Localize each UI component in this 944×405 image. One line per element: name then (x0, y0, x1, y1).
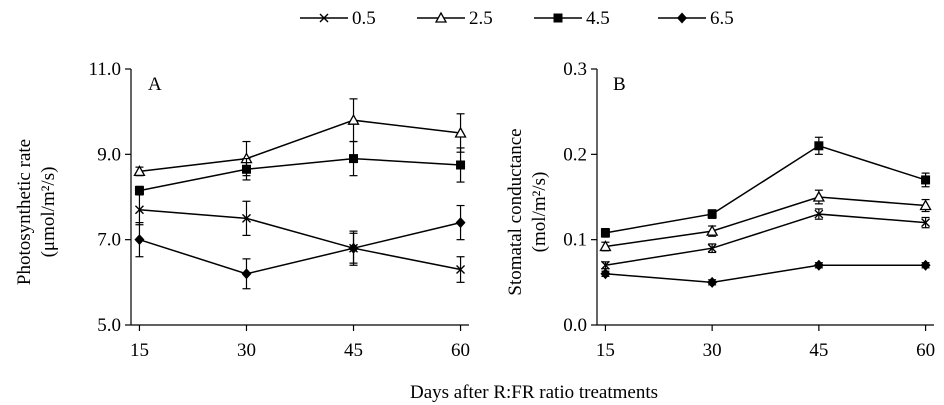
panel-b-series-0-5 (600, 208, 931, 270)
panel-b-series-line-4 (605, 264, 926, 284)
legend-item-2: 2.5 (417, 8, 493, 29)
panel-a-x-tick-label-3: 60 (451, 340, 470, 361)
panel-a-data-point (134, 186, 144, 196)
legend-label-2: 2.5 (469, 8, 493, 29)
panel-a-data-point (455, 217, 466, 229)
panel-b-label: B (613, 74, 626, 95)
panel-b-data-point (707, 276, 718, 288)
panel-b-x-tick-label-2: 45 (809, 340, 828, 361)
panel-a-series-0-5 (134, 194, 466, 283)
panel-b-x-tick-label-3: 60 (916, 340, 935, 361)
panel-a-ylabel: Photosynthetic rate (14, 139, 35, 285)
panel-a-ylabel-unit: (μmol/m²/s) (38, 167, 59, 258)
panel-a-data-point (349, 154, 359, 164)
panel-a-data-point (133, 165, 146, 177)
panel-b-data-point-stroke-b (600, 260, 610, 270)
panel-a-series-line-1 (139, 209, 461, 271)
panel-b-y-tick-label-1: 0.1 (563, 230, 587, 251)
legend-marker-2 (434, 11, 448, 23)
panel-a-data-point (348, 242, 359, 254)
panel-a-data-point (456, 265, 466, 275)
legend-item-4: 6.5 (658, 8, 734, 29)
panel-b-ylabel: Stomatal conductance (505, 128, 526, 295)
panel-a-data-point-stroke-b (456, 265, 466, 275)
panel-b-data-point (600, 260, 610, 270)
panel-b-y-tick-label-3: 0.3 (563, 59, 587, 80)
panel-b-series-6-5 (600, 259, 931, 288)
panel-a-data-point (134, 205, 144, 215)
legend-label-1: 0.5 (352, 8, 376, 29)
panel-a-x-tick-label-2: 45 (344, 340, 363, 361)
legend: 0.5 2.5 4.5 6.5 (300, 8, 734, 29)
panel-b-ylabel-unit: (mol/m²/s) (529, 172, 550, 253)
panel-b-data-point (599, 240, 612, 252)
panel-a-data-point (347, 113, 360, 125)
panel-b-data-point (600, 228, 610, 238)
panel-b-series-line-1 (605, 213, 926, 267)
panel-b-data-point (813, 259, 824, 271)
legend-item-1: 0.5 (300, 8, 376, 29)
x-axis-title: Days after R:FR ratio treatments (410, 382, 658, 403)
panel-b-series-line-3 (605, 144, 926, 234)
panel-b-data-point (921, 218, 931, 228)
panel-a-series-line-2 (139, 119, 461, 173)
panel-b-x-tick-label-1: 30 (703, 340, 722, 361)
panel-a-data-point-stroke-b (134, 205, 144, 215)
legend-item-3: 4.5 (534, 8, 610, 29)
panel-b-data-point (707, 209, 717, 219)
panel-a-data-point-stroke-b (241, 213, 251, 223)
panel-a-series-line-3 (139, 157, 461, 192)
panel-b-data-point (814, 141, 824, 151)
panel-a: A Photosynthetic rate (μmol/m²/s) 5.0 7.0… (14, 59, 470, 361)
panel-a-x-tick-label-0: 15 (130, 340, 149, 361)
panel-a-y-tick-label-0: 5.0 (97, 315, 121, 336)
panel-a-data-point (134, 234, 145, 246)
panel-b-data-point (600, 268, 611, 280)
panel-b-data-point (707, 243, 717, 253)
panel-a-label: A (148, 74, 162, 95)
legend-label-3: 4.5 (586, 8, 610, 29)
panel-a-y-tick-label-1: 7.0 (97, 230, 121, 251)
panel-b-x-tick-label-0: 15 (596, 340, 615, 361)
panel-b-y-tick-label-0: 0.0 (563, 315, 587, 336)
legend-label-4: 6.5 (710, 8, 734, 29)
panel-a-y-tick-label-2: 9.0 (97, 144, 121, 165)
panel-a-series-4-5 (134, 140, 466, 196)
panel-b-series-4-5 (600, 136, 931, 238)
panel-a-data-point (241, 164, 251, 174)
panel-b-data-point-stroke-b (814, 209, 824, 219)
panel-b-data-point (814, 209, 824, 219)
panel-b-data-point-stroke-b (921, 218, 931, 228)
panel-a-series-2-5 (133, 98, 467, 177)
panel-b-data-point (920, 259, 931, 271)
panel-a-data-point (454, 126, 467, 138)
panel-b-data-point (921, 175, 931, 185)
panel-b: B Stomatal conductance (mol/m²/s) 0.0 0.1… (505, 59, 935, 361)
panel-b-data-point (706, 224, 719, 236)
panel-b-data-point (812, 190, 825, 202)
panel-a-data-point (456, 160, 466, 170)
panel-b-y-tick-label-2: 0.2 (563, 144, 587, 165)
panel-a-data-point (241, 268, 252, 280)
panel-b-series-2-5 (599, 189, 932, 252)
panel-a-x-tick-label-1: 30 (237, 340, 256, 361)
legend-marker-1-stroke-b (319, 13, 329, 23)
panel-a-series-line-4 (139, 221, 461, 275)
panel-a-series-6-5 (134, 204, 466, 290)
legend-marker-1 (319, 13, 329, 23)
panel-b-data-point (919, 199, 932, 211)
legend-marker-3 (553, 13, 563, 23)
panel-a-data-point (241, 213, 251, 223)
panel-b-series-line-2 (605, 196, 926, 248)
panel-b-data-point-stroke-b (707, 243, 717, 253)
panel-a-y-tick-label-3: 11.0 (88, 59, 121, 80)
legend-marker-4 (677, 12, 687, 24)
